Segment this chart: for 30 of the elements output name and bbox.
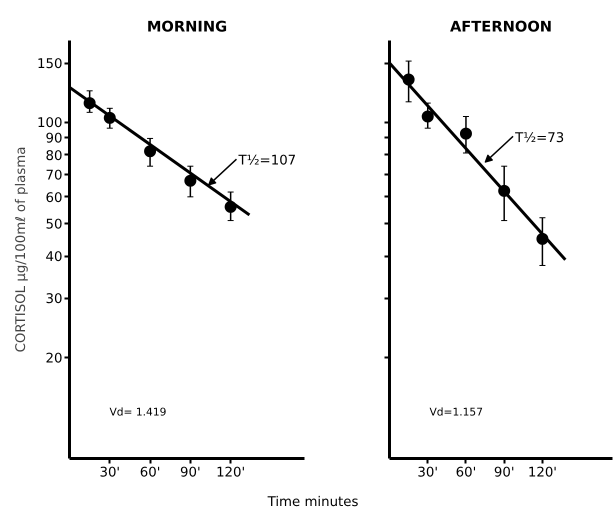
annotation: T½=107 xyxy=(237,154,296,169)
x-tick-label: 30' xyxy=(99,466,120,480)
x-tick-label: 90' xyxy=(180,466,201,480)
x-tick-label: 120' xyxy=(216,466,246,480)
y-tick-label: 50 xyxy=(46,217,63,232)
x-tick-label: 90' xyxy=(494,466,514,480)
y-tick-label: 100 xyxy=(37,116,63,132)
y-tick-label: 60 xyxy=(46,190,63,206)
x-tick-label: 30' xyxy=(417,466,438,480)
y-tick-label: 90 xyxy=(46,132,63,147)
chart-title: MORNING xyxy=(146,18,228,36)
annotation: Vd=1.157 xyxy=(430,406,483,418)
y-tick-label: 30 xyxy=(46,292,63,308)
y-tick-label: 40 xyxy=(46,250,63,266)
annotation: Vd= 1.419 xyxy=(110,406,167,418)
x-tick-label: 60' xyxy=(456,466,476,480)
y-axis-title: CORTISOL μg/100mℓ of plasma xyxy=(14,146,30,352)
chart-title: AFTERNOON xyxy=(450,18,552,36)
x-tick-label: 60' xyxy=(140,466,160,480)
x-tick-label: 120' xyxy=(528,466,557,480)
y-tick-label: 20 xyxy=(46,351,63,366)
y-tick-label: 80 xyxy=(46,148,63,164)
y-tick-label: 70 xyxy=(46,168,63,184)
x-axis-title: Time minutes xyxy=(268,494,358,508)
annotation: T½=73 xyxy=(514,130,564,146)
y-tick-label: 150 xyxy=(37,57,63,72)
point xyxy=(422,110,434,122)
point xyxy=(144,145,156,158)
point xyxy=(460,128,472,140)
point xyxy=(184,174,196,187)
